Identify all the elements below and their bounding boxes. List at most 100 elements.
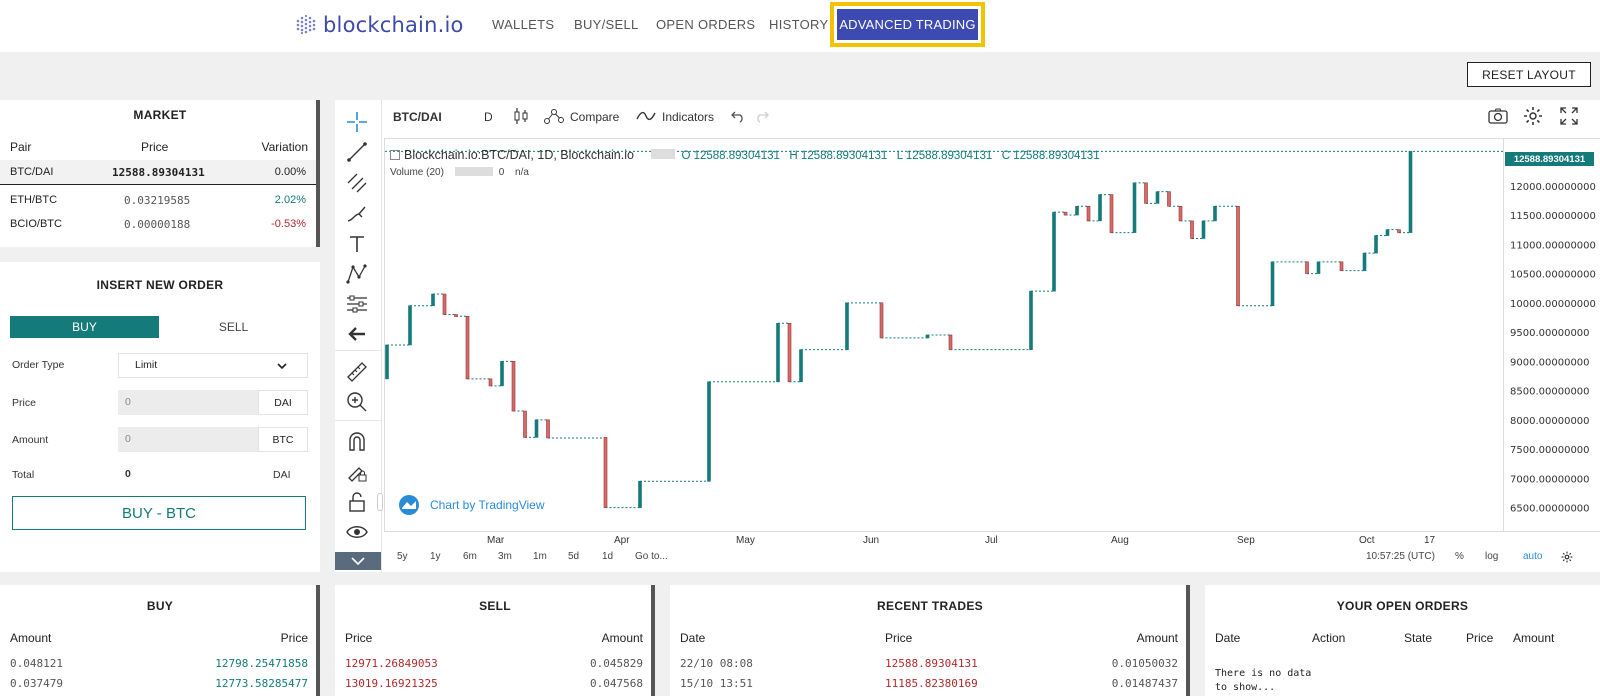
reset-layout-button[interactable]: RESET LAYOUT [1467,62,1591,87]
chart-plot-area[interactable] [384,138,1504,532]
sell-row-amount: 0.047568 [590,677,643,690]
price-axis-labels: 12000.00000000 11500.00000000 11000.000000… [1510,182,1596,515]
trades-panel-scrollbar[interactable] [1186,585,1190,696]
nav-advanced-trading[interactable]: ADVANCED TRADING [837,9,978,40]
compare-button[interactable]: Compare [570,110,620,124]
tradingview-attribution[interactable]: Chart by TradingView [398,494,545,516]
redo-icon[interactable] [755,109,769,123]
open-orders-title: YOUR OPEN ORDERS [1336,599,1469,613]
open-orders-empty-line2: to show... [1215,682,1276,693]
price-tick-label: 7000.00000000 [1510,474,1590,485]
buy-row-price[interactable]: 12773.58285477 [215,677,308,690]
chart-symbol[interactable]: BTC/DAI [393,110,442,124]
order-buy-tab[interactable]: BUY [10,316,159,338]
chart-settings-icon[interactable] [1561,551,1573,563]
nav-history[interactable]: HISTORY [769,17,829,32]
buy-submit-button[interactable]: BUY - BTC [12,496,306,530]
timeframe-5d[interactable]: 5d [568,551,580,562]
camera-icon[interactable] [1487,107,1509,125]
market-title: MARKET [133,108,187,122]
market-row-variation: -0.53% [271,218,306,230]
market-row-selected[interactable]: BTC/DAI 12588.89304131 0.00% [0,160,318,185]
eye-icon[interactable] [345,520,369,544]
trend-line-icon[interactable] [345,140,369,164]
time-tick-label: Jun [863,535,880,546]
market-row[interactable]: ETH/BTC 0.03219585 2.02% [0,186,318,212]
nav-open-orders[interactable]: OPEN ORDERS [656,17,756,32]
timeframe-1y[interactable]: 1y [430,551,441,562]
time-axis[interactable]: Mar Apr May Jun Jul Aug Sep Oct 17 [384,535,1504,549]
nav-buy-sell[interactable]: BUY/SELL [574,17,639,32]
candle [1270,261,1275,307]
log-toggle[interactable]: log [1485,551,1499,562]
timeframe-6m[interactable]: 6m [463,551,477,562]
candle [385,344,389,380]
zoom-in-icon[interactable] [345,390,369,414]
sell-row-price[interactable]: 13019.16921325 [345,677,438,690]
sell-row-price[interactable]: 12971.26849053 [345,657,438,670]
legend-low: L 12588.89304131 [896,150,993,162]
candle [1063,211,1068,216]
legend-settings-icon[interactable] [651,149,676,159]
indicators-icon[interactable] [636,109,656,123]
brand-logo[interactable]: blockchain.io [295,10,464,40]
legend-collapse-icon[interactable] [390,150,400,160]
buy-panel-scrollbar[interactable] [316,585,320,696]
amount-input[interactable]: 0 [118,427,258,452]
order-type-select[interactable]: Limit [118,353,308,378]
buy-panel-title: BUY [146,599,174,613]
undo-icon[interactable] [731,109,745,123]
trade-row-price: 12588.89304131 [885,657,978,670]
percent-toggle[interactable]: % [1455,551,1464,562]
price-unit: DAI [258,390,308,415]
trades-header-price: Price [885,631,913,645]
market-row-price: 12588.89304131 [112,166,205,179]
market-scrollbar[interactable] [316,100,320,247]
gear-icon[interactable] [1523,106,1543,126]
candle [707,381,711,482]
timeframe-1m[interactable]: 1m [533,551,547,562]
order-sell-tab[interactable]: SELL [218,320,249,334]
prediction-tool-icon[interactable] [345,292,369,316]
volume-legend: Volume (20) 0 n/a [390,167,529,178]
price-input[interactable]: 0 [118,390,258,415]
lock-icon[interactable] [345,490,369,514]
crosshair-icon[interactable] [345,110,369,134]
candle [845,302,849,350]
timeframe-3m[interactable]: 3m [498,551,512,562]
go-to-date[interactable]: Go to... [635,551,668,562]
candle [1305,261,1309,274]
lock-drawing-icon[interactable] [345,460,369,484]
price-axis[interactable]: 12000.00000000 11500.00000000 11000.000000… [1504,138,1600,532]
pattern-tool-icon[interactable] [345,262,369,286]
volume-settings-icon[interactable] [454,167,493,176]
buy-row-price[interactable]: 12798.25471858 [215,657,308,670]
ruler-icon[interactable] [345,360,369,384]
nav-wallets[interactable]: WALLETS [492,17,555,32]
toolbar-collapse-handle[interactable] [377,493,383,511]
chevron-down-icon [351,557,365,565]
timeframe-bar: 5y 1y 6m 3m 1m 5d 1d Go to... 10:57:25 (… [384,547,1600,569]
timeframe-1d[interactable]: 1d [602,551,614,562]
text-tool-icon[interactable] [345,232,369,256]
auto-scale-toggle[interactable]: auto [1523,551,1543,562]
fib-tool-icon[interactable] [345,171,369,195]
candle [879,302,884,339]
magnet-icon[interactable] [345,430,369,454]
fullscreen-icon[interactable] [1560,107,1578,125]
compare-icon[interactable] [543,107,565,125]
candle [787,322,792,383]
order-panel [0,262,320,572]
volume-na: n/a [515,167,529,178]
sell-panel-scrollbar[interactable] [651,585,655,696]
arrow-left-icon[interactable] [345,322,369,346]
indicators-button[interactable]: Indicators [662,110,715,124]
brush-icon[interactable] [345,202,369,226]
toolbar-scroll-down[interactable] [335,552,381,570]
timeframe-5y[interactable]: 5y [397,551,408,562]
trades-header-amount: Amount [1136,631,1178,645]
market-row[interactable]: BCIO/BTC 0.00000188 -0.53% [0,212,318,238]
candlestick-type-icon[interactable] [513,107,529,125]
candle [1339,261,1344,271]
chart-interval[interactable]: D [484,110,493,124]
